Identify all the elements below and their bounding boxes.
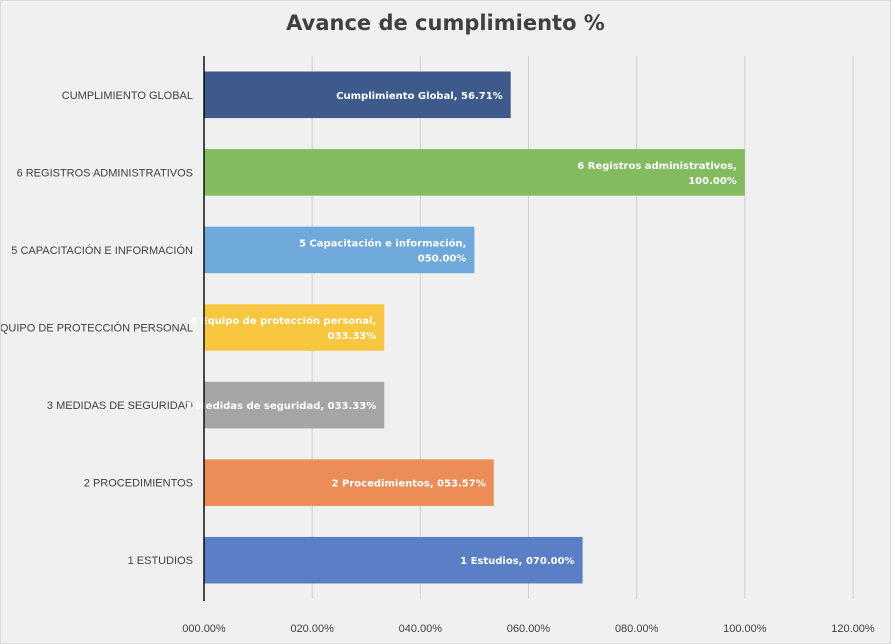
x-tick-label: 080.00% <box>615 623 659 635</box>
data-label: 4 Equipo de protección personal, <box>190 315 376 327</box>
data-label: 050.00% <box>418 253 467 264</box>
bar <box>204 459 494 506</box>
x-tick-label: 020.00% <box>290 623 334 635</box>
bar <box>204 71 511 119</box>
bar <box>204 226 475 274</box>
x-tick-label: 000.00% <box>182 623 226 635</box>
category-label: 2 PROCEDIMIENTOS <box>84 478 193 490</box>
x-tick-label: 100.00% <box>723 623 767 635</box>
data-label: 2 Procedimientos, 053.57% <box>332 479 486 490</box>
bar <box>204 304 385 351</box>
data-label: Cumplimiento Global, 56.71% <box>336 91 503 102</box>
category-label: 1 ESTUDIOS <box>128 555 193 567</box>
category-label: 3 MEDIDAS DE SEGURIDAD <box>47 400 193 412</box>
chart-title: Avance de cumplimiento % <box>286 11 605 35</box>
data-label: 5 Capacitación e información, <box>299 237 466 249</box>
category-label: 6 REGISTROS ADMINISTRATIVOS <box>17 167 193 179</box>
data-label: 6 Registros administrativos, <box>577 161 737 172</box>
data-label: 033.33% <box>328 331 377 342</box>
x-tick-label: 060.00% <box>507 623 551 635</box>
data-label: 3 Medidas de seguridad, 033.33% <box>185 401 376 412</box>
category-label: CUMPLIMIENTO GLOBAL <box>62 90 193 102</box>
x-tick-label: 040.00% <box>399 623 443 635</box>
bar <box>204 381 385 429</box>
data-label: 1 Estudios, 070.00% <box>460 556 574 567</box>
x-tick-label: 120.00% <box>831 623 875 635</box>
bar <box>204 536 583 584</box>
data-label: 100.00% <box>688 176 737 187</box>
category-label: 4 EQUIPO DE PROTECCIÓN PERSONAL <box>1 322 193 335</box>
bar <box>204 149 745 196</box>
category-label: 5 CAPACITACIÓN E INFORMACIÓN <box>11 244 193 257</box>
